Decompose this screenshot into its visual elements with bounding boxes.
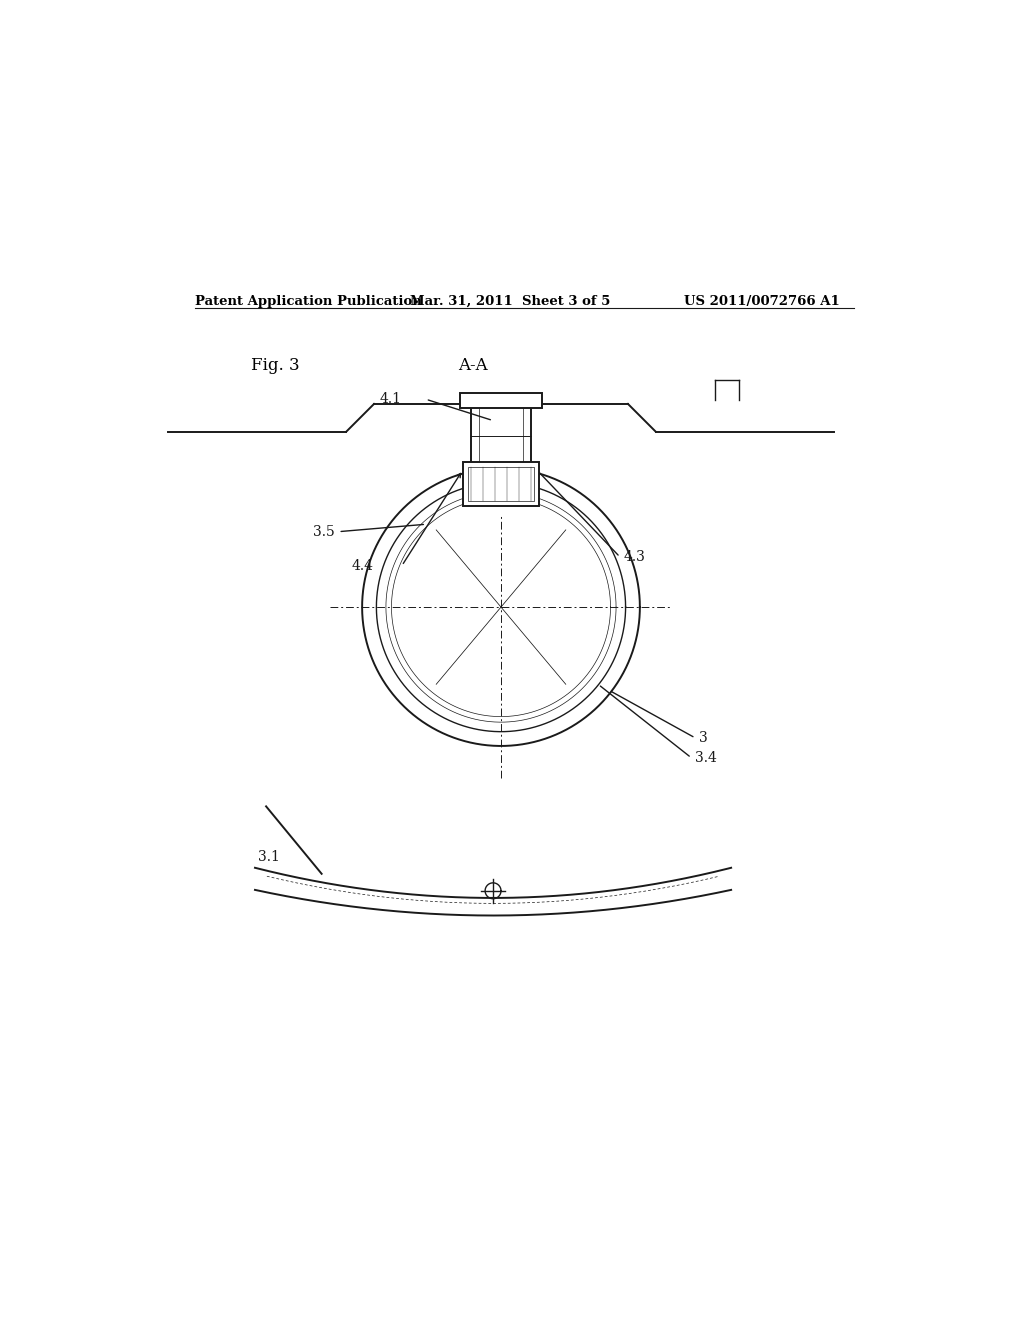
Text: 4.1: 4.1 — [380, 392, 401, 407]
Text: Mar. 31, 2011  Sheet 3 of 5: Mar. 31, 2011 Sheet 3 of 5 — [410, 296, 610, 308]
Text: 3.4: 3.4 — [695, 751, 717, 764]
Text: 4.4: 4.4 — [352, 558, 374, 573]
Bar — [463, 462, 539, 507]
Text: 3.5: 3.5 — [312, 524, 334, 539]
Bar — [460, 393, 543, 408]
Text: US 2011/0072766 A1: US 2011/0072766 A1 — [684, 296, 840, 308]
Text: 3.1: 3.1 — [258, 850, 280, 865]
Text: 4.3: 4.3 — [624, 550, 646, 564]
Text: A-A: A-A — [459, 358, 488, 374]
Text: Patent Application Publication: Patent Application Publication — [196, 296, 422, 308]
Text: Fig. 3: Fig. 3 — [251, 358, 300, 374]
Text: 3: 3 — [699, 731, 709, 744]
Bar — [468, 467, 534, 500]
